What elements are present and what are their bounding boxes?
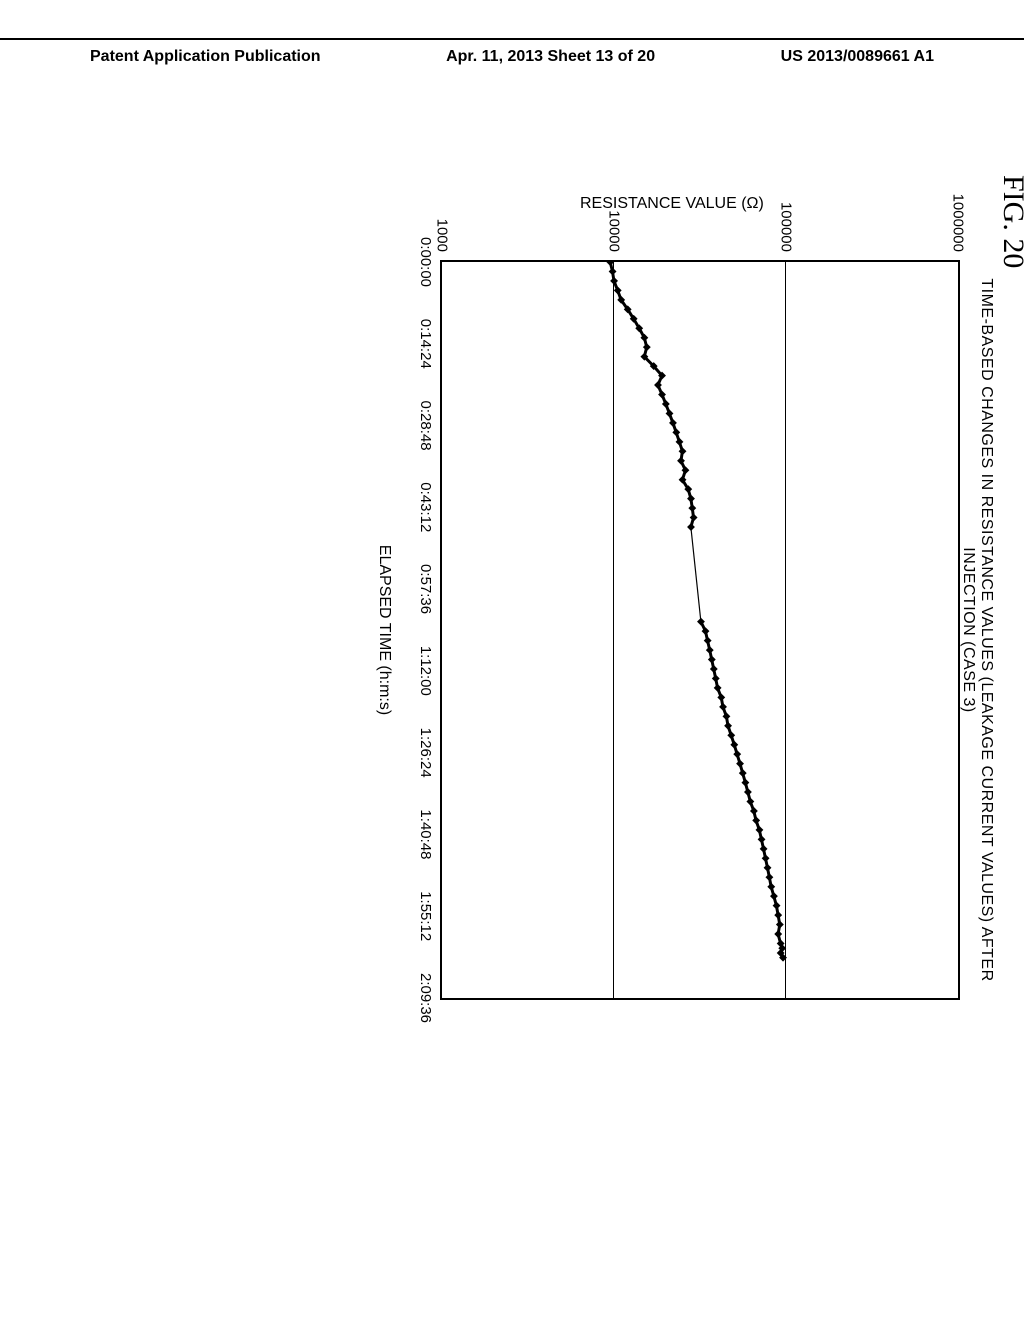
y-tick-label: 100000 [778,192,795,262]
x-axis-label: ELAPSED TIME (h:m:s) [375,260,393,1000]
header-right: US 2013/0089661 A1 [781,48,934,66]
x-tick-label: 1:40:48 [417,809,442,859]
chart-rotated-container: FIG. 20 TIME-BASED CHANGES IN RESISTANCE… [320,180,1020,1060]
header-center: Apr. 11, 2013 Sheet 13 of 20 [446,48,655,66]
x-tick-label: 1:26:24 [417,728,442,778]
x-tick-label: 1:12:00 [417,646,442,696]
page-header: Patent Application Publication Apr. 11, … [0,38,1024,66]
figure-label: FIG. 20 [996,175,1024,268]
header-left: Patent Application Publication [90,48,321,66]
x-tick-label: 0:57:36 [417,564,442,614]
x-tick-label: 2:09:36 [417,973,442,1023]
y-axis-label: RESISTANCE VALUE (Ω) [580,195,764,213]
x-tick-label: 0:00:00 [417,237,442,287]
x-tick-label: 0:28:48 [417,401,442,451]
chart-plot-area: 1000000 100000 10000 1000 0:00:00 0:14:2… [440,260,960,1000]
y-tick-label: 1000000 [950,192,967,262]
chart-title: TIME-BASED CHANGES IN RESISTANCE VALUES … [959,260,995,1000]
x-tick-label: 1:55:12 [417,891,442,941]
chart-data-line [442,262,958,998]
x-tick-label: 0:43:12 [417,482,442,532]
x-tick-label: 0:14:24 [417,319,442,369]
